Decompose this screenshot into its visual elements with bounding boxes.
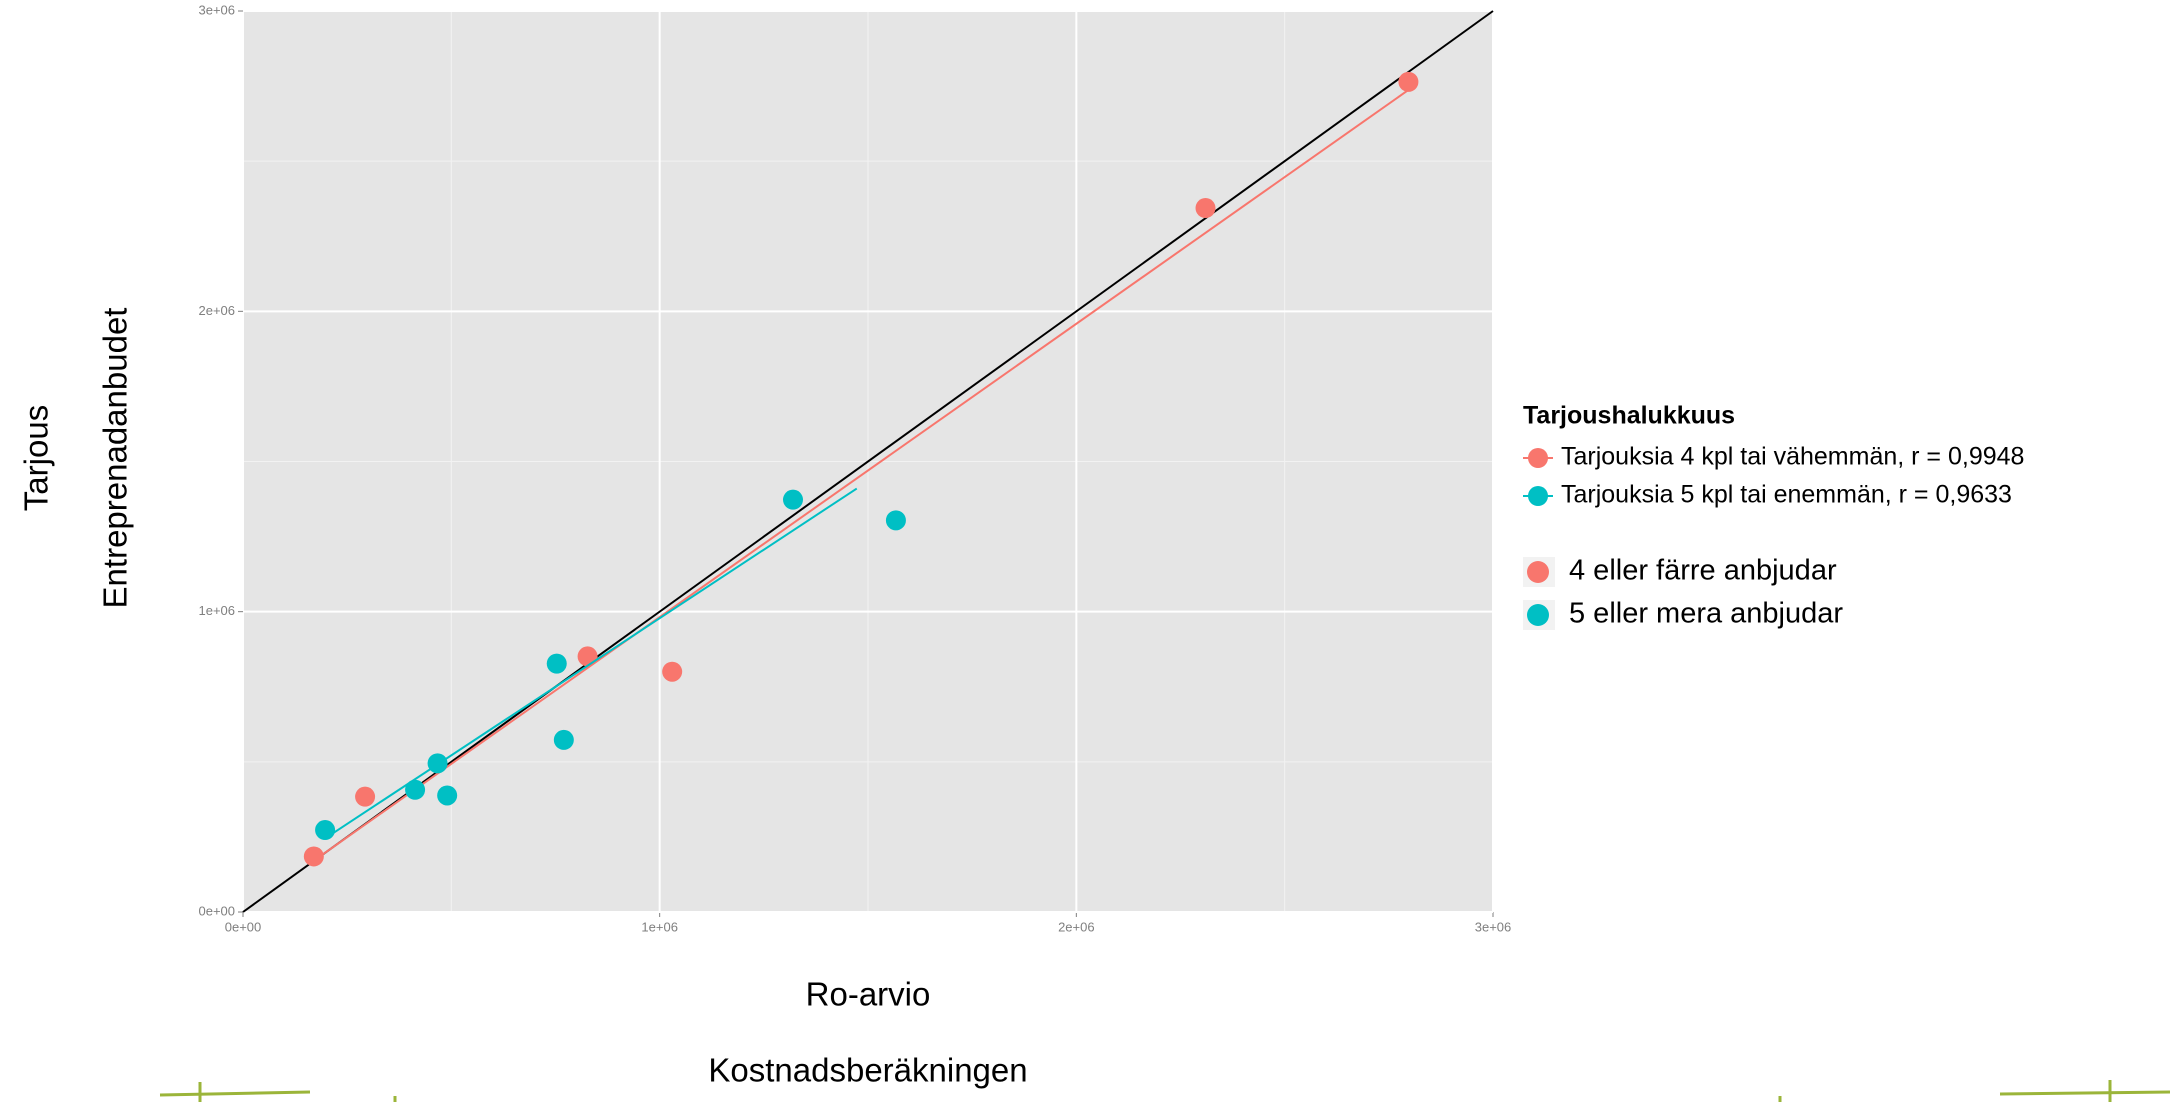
- legend-label: 4 eller färre anbjudar: [1569, 555, 1837, 587]
- y-tick-label: 0e+00: [198, 903, 235, 918]
- legend-key: [1527, 561, 1549, 583]
- x-tick-label: 1e+06: [641, 919, 678, 934]
- y-tick-label: 1e+06: [198, 603, 235, 618]
- crane-decoration: [159, 1080, 2171, 1102]
- point: [437, 785, 458, 806]
- x-tick-label: 0e+00: [225, 919, 262, 934]
- reference-line: [242, 10, 1494, 913]
- legend-label: 5 eller mera anbjudar: [1569, 598, 1843, 630]
- point: [1398, 71, 1419, 92]
- point: [355, 786, 376, 807]
- point: [577, 646, 598, 667]
- x-tick-label: 3e+06: [1475, 919, 1512, 934]
- point: [405, 779, 426, 800]
- point: [885, 510, 906, 531]
- point: [427, 753, 448, 774]
- y-tick-label: 3e+06: [198, 2, 235, 17]
- legend-label: Tarjouksia 4 kpl tai vähemmän, r = 0,994…: [1561, 443, 2024, 471]
- x-tick-label: 2e+06: [1058, 919, 1095, 934]
- point: [546, 653, 567, 674]
- point: [783, 489, 803, 510]
- x-axis-title: Ro-arvio: [806, 976, 931, 1013]
- y-axis-title: Entreprenadanbudet: [97, 308, 134, 609]
- x-axis-title: Kostnadsberäkningen: [708, 1052, 1027, 1089]
- legend-key: [1528, 486, 1548, 506]
- y-tick-label: 2e+06: [198, 303, 235, 318]
- point: [553, 729, 574, 750]
- y-axis-title: Tarjous: [18, 405, 55, 511]
- point: [662, 661, 683, 682]
- fit-line: [313, 89, 1409, 862]
- legend-key: [1528, 448, 1548, 468]
- legend-label: Tarjouksia 5 kpl tai enemmän, r = 0,9633: [1561, 481, 2012, 509]
- legend-key: [1527, 604, 1549, 626]
- point: [303, 846, 324, 867]
- legend-title: Tarjoushalukkuus: [1523, 402, 1735, 430]
- point: [1195, 198, 1216, 219]
- point: [315, 820, 336, 841]
